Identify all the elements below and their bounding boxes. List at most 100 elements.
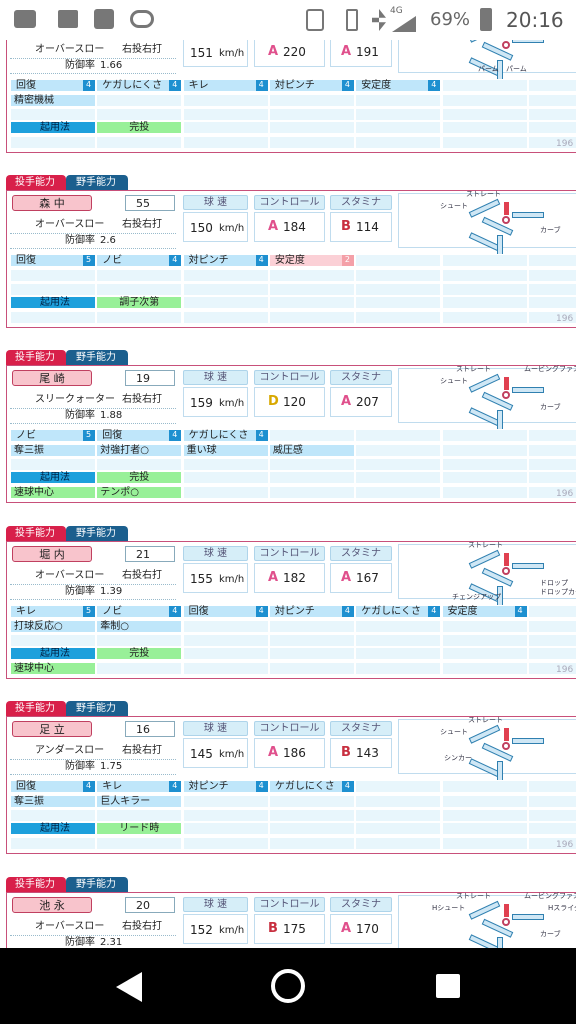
usage-cell [10, 311, 96, 324]
special-cell [10, 795, 96, 808]
header-cell [330, 195, 392, 210]
ability-level: 4 [344, 781, 350, 790]
header-label: 球 速 [203, 548, 228, 559]
header-cell [254, 721, 325, 736]
value-cell [183, 387, 248, 417]
speed-unit: km/h [219, 48, 245, 59]
header-label: スタミナ [341, 197, 381, 208]
usage-cell [441, 471, 528, 484]
tab-fielder[interactable] [66, 877, 128, 892]
divider [10, 408, 176, 409]
ability-level-badge [255, 781, 268, 792]
ability-level: 4 [258, 781, 264, 790]
empty-cell [268, 809, 355, 822]
ability-level: 4 [172, 255, 178, 264]
usage-cell [182, 486, 269, 499]
rank: B [341, 219, 351, 234]
pitch-name: ドロップ [540, 579, 568, 587]
rank: B [268, 921, 278, 936]
ability-cell [182, 429, 269, 442]
pitch-center [502, 742, 510, 750]
tab-fielder[interactable] [66, 175, 128, 190]
ability-level: 4 [86, 80, 92, 89]
player-card: 投手能力 野手能力尾 崎 19 スリークォーター 右投右打 防御率 1.88 球 速 コントロー… [0, 350, 576, 510]
throw-form: オーバースロー [35, 44, 105, 55]
usage-cell [182, 136, 269, 149]
icon [58, 10, 78, 28]
usage-label-cell [10, 296, 96, 309]
usage-cell [441, 662, 528, 675]
name-box [12, 897, 92, 913]
ability-name: ノビ [102, 255, 123, 266]
empty-cell [96, 634, 183, 647]
empty-cell [10, 809, 96, 822]
empty-cell [441, 809, 528, 822]
number-box [125, 546, 175, 562]
usage-cell [268, 486, 355, 499]
ability-level-badge [169, 781, 182, 792]
ability-level: 2 [344, 255, 350, 264]
pitch-name: パーム [506, 65, 527, 73]
usage-cell [441, 837, 528, 850]
stamina-value: 143 [356, 746, 379, 760]
stamina-value: 207 [356, 395, 379, 409]
special-cell [441, 444, 528, 457]
usage-label-cell [10, 471, 96, 484]
usage-cell [527, 647, 576, 660]
tab-fielder[interactable] [66, 526, 128, 541]
home-button[interactable] [271, 969, 305, 1003]
bat-hand: 右投右打 [122, 219, 162, 230]
empty-cell [268, 458, 355, 471]
ability-cell [182, 605, 269, 618]
empty-cell [182, 458, 269, 471]
pitch-name: Hシュート [432, 904, 466, 912]
usage-cell [182, 837, 269, 850]
usage-cell [441, 822, 528, 835]
value-cell [330, 914, 392, 944]
tab-fielder[interactable] [66, 350, 128, 365]
usage-cell [355, 136, 442, 149]
tab-pitcher [6, 877, 66, 892]
pitch-bar [512, 738, 544, 744]
special-cell [355, 444, 442, 457]
bat-hand: 右投右打 [122, 921, 162, 932]
throw-form: アンダースロー [35, 745, 105, 756]
usage-cell [182, 311, 269, 324]
recents-button[interactable] [436, 974, 460, 998]
special-cell [10, 94, 96, 107]
status-bar: 4G 69% 20:16 [0, 0, 576, 40]
usage-label-cell [10, 647, 96, 660]
ability-cell [441, 79, 528, 92]
uniform-number: 55 [136, 197, 150, 210]
tab-fielder[interactable] [66, 701, 128, 716]
player-name: 森 中 [39, 197, 65, 210]
usage-cell [527, 471, 576, 484]
usage-cell [268, 647, 355, 660]
special-ability: 牽制○ [100, 621, 130, 632]
empty-cell [527, 283, 576, 296]
tab-label: 野手能力 [76, 352, 116, 363]
usage-cell [96, 136, 183, 149]
tab-label: 野手能力 [76, 879, 116, 890]
special-cell [96, 444, 183, 457]
usage-cell [527, 121, 576, 134]
empty-cell [182, 634, 269, 647]
header-cell [254, 897, 325, 912]
ability-name: 対ピンチ [274, 606, 315, 617]
special-cell [355, 620, 442, 633]
value-cell [330, 40, 392, 67]
usage-cell [268, 296, 355, 309]
usage-cell [182, 822, 269, 835]
back-button[interactable] [116, 972, 142, 1002]
rank: D [268, 394, 279, 409]
ability-name: 回復 [188, 606, 209, 617]
ability-level-badge [341, 80, 354, 91]
value-cell [183, 212, 248, 242]
usage-label-cell [10, 121, 96, 134]
ability-level: 4 [86, 781, 92, 790]
uniform-number: 20 [136, 899, 150, 912]
usage-cell [268, 662, 355, 675]
special-cell [268, 94, 355, 107]
divider [10, 599, 176, 600]
